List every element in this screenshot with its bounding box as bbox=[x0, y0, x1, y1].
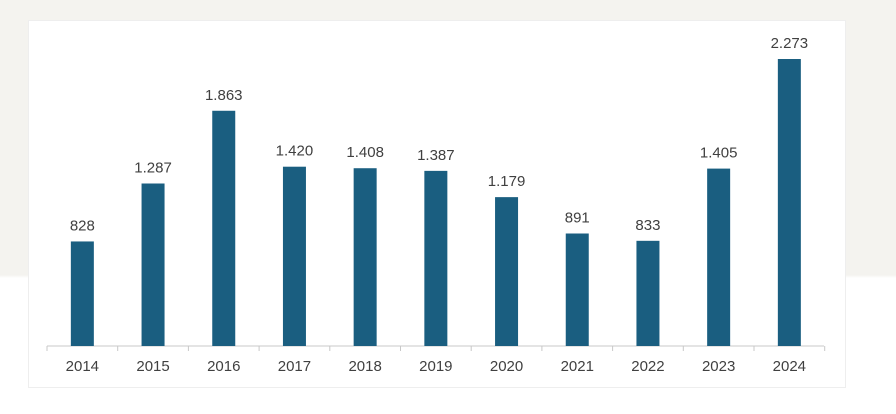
bar-2020[interactable] bbox=[495, 197, 519, 346]
value-label-2017: 1.420 bbox=[276, 143, 314, 160]
category-label-2016: 2016 bbox=[207, 358, 240, 375]
value-label-2016: 1.863 bbox=[205, 87, 243, 104]
category-label-2024: 2024 bbox=[773, 358, 806, 375]
bar-2018[interactable] bbox=[353, 168, 377, 346]
value-label-2023: 1.405 bbox=[700, 145, 738, 162]
category-label-2021: 2021 bbox=[561, 358, 594, 375]
bar-2017[interactable] bbox=[282, 166, 306, 346]
value-label-2020: 1.179 bbox=[488, 173, 526, 190]
category-label-2023: 2023 bbox=[702, 358, 735, 375]
bar-2016[interactable] bbox=[212, 110, 236, 346]
value-label-2019: 1.387 bbox=[417, 147, 455, 164]
category-label-2020: 2020 bbox=[490, 358, 523, 375]
category-label-2022: 2022 bbox=[631, 358, 664, 375]
category-label-2019: 2019 bbox=[419, 358, 452, 375]
category-label-2015: 2015 bbox=[136, 358, 169, 375]
value-label-2018: 1.408 bbox=[346, 144, 384, 161]
bar-2015[interactable] bbox=[141, 183, 165, 346]
category-labels: 2014 2015 2016 2017 2018 2019 2020 2021 2022 2023… bbox=[66, 358, 806, 375]
bar-2014[interactable] bbox=[70, 241, 94, 346]
category-label-2018: 2018 bbox=[348, 358, 381, 375]
value-label-2014: 828 bbox=[70, 217, 95, 234]
value-label-2024: 2.273 bbox=[771, 35, 809, 52]
bar-2021[interactable] bbox=[565, 233, 589, 346]
bar-2023[interactable] bbox=[707, 168, 731, 346]
value-label-2021: 891 bbox=[565, 209, 590, 226]
value-label-2022: 833 bbox=[635, 217, 660, 234]
bar-2019[interactable] bbox=[424, 170, 448, 346]
bar-2022[interactable] bbox=[636, 240, 660, 346]
value-labels: 828 1.287 1.863 1.420 1.408 1.387 1.179 891 833 1… bbox=[70, 35, 808, 234]
category-label-2014: 2014 bbox=[66, 358, 99, 375]
bar-2024[interactable] bbox=[777, 59, 801, 346]
bars bbox=[70, 59, 801, 346]
value-label-2015: 1.287 bbox=[134, 159, 172, 176]
x-axis-ticks bbox=[46, 346, 826, 351]
category-label-2017: 2017 bbox=[278, 358, 311, 375]
